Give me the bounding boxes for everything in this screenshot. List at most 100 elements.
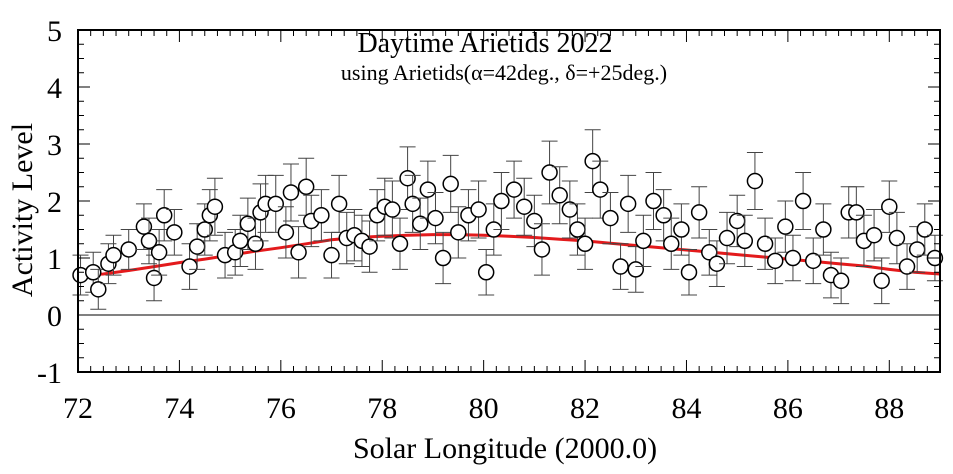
- x-tick-label: 74: [164, 392, 194, 425]
- data-point: [72, 254, 89, 296]
- data-point: [120, 229, 137, 270]
- data-point: [881, 180, 898, 233]
- data-marker: [150, 244, 168, 261]
- x-tick-label: 88: [874, 392, 904, 425]
- data-point: [592, 160, 609, 219]
- data-marker: [635, 232, 652, 250]
- data-point: [718, 211, 736, 265]
- data-point: [673, 203, 690, 256]
- data-point: [898, 243, 916, 290]
- data-marker: [804, 252, 822, 270]
- data-marker: [766, 252, 784, 270]
- data-point: [150, 229, 168, 276]
- data-marker: [450, 224, 467, 241]
- data-point: [419, 160, 437, 219]
- data-marker: [736, 232, 754, 250]
- data-marker: [756, 235, 774, 252]
- x-tick-label: 72: [63, 392, 93, 425]
- data-point: [391, 217, 409, 270]
- plot-area: [72, 129, 944, 316]
- data-marker: [592, 181, 609, 198]
- data-marker: [576, 235, 594, 252]
- data-point: [635, 214, 652, 268]
- x-tick-label: 84: [671, 392, 701, 425]
- data-marker: [493, 192, 510, 210]
- data-point: [505, 160, 523, 219]
- data-marker: [323, 246, 340, 264]
- data-marker: [690, 204, 708, 221]
- data-marker: [645, 192, 662, 210]
- data-point: [434, 231, 452, 285]
- data-marker: [412, 215, 429, 233]
- data-marker: [330, 195, 348, 213]
- data-point: [645, 172, 662, 230]
- data-point: [865, 209, 883, 262]
- data-point: [282, 163, 300, 222]
- chart-subtitle: using Arietids(α=42deg., δ=+25deg.): [341, 60, 667, 85]
- data-marker: [384, 201, 401, 218]
- data-point: [612, 243, 629, 290]
- data-marker: [145, 269, 163, 287]
- data-point: [576, 217, 594, 270]
- data-point: [493, 172, 510, 230]
- data-point: [541, 140, 558, 205]
- data-marker: [619, 195, 637, 213]
- data-marker: [569, 221, 586, 238]
- data-point: [777, 200, 794, 253]
- data-marker: [470, 201, 487, 218]
- data-marker: [746, 172, 764, 190]
- x-tick-label: 80: [469, 392, 499, 425]
- data-marker: [434, 249, 452, 267]
- data-marker: [784, 249, 802, 267]
- y-tick-label: 2: [47, 186, 62, 219]
- data-marker: [865, 226, 883, 244]
- data-point: [442, 154, 459, 213]
- data-marker: [247, 235, 264, 252]
- data-marker: [673, 221, 690, 238]
- data-point: [663, 217, 680, 270]
- x-tick-label: 76: [266, 392, 296, 425]
- x-tick-label: 82: [570, 392, 600, 425]
- data-marker: [848, 204, 865, 221]
- data-marker: [663, 235, 680, 252]
- data-marker: [477, 264, 495, 281]
- data-point: [690, 186, 708, 239]
- data-marker: [391, 235, 409, 252]
- data-point: [84, 251, 102, 293]
- data-point: [361, 220, 378, 273]
- data-marker: [84, 264, 102, 281]
- data-point: [746, 152, 764, 211]
- data-marker: [155, 207, 173, 224]
- data-marker: [196, 221, 214, 238]
- data-point: [766, 237, 784, 285]
- data-point: [145, 254, 163, 302]
- data-point: [384, 180, 401, 239]
- y-tick-label: -1: [37, 357, 62, 390]
- data-point: [155, 189, 173, 242]
- data-marker: [427, 209, 444, 227]
- data-point: [267, 174, 285, 233]
- data-point: [784, 234, 802, 282]
- data-marker: [602, 209, 619, 227]
- data-point: [815, 203, 832, 256]
- data-marker: [399, 169, 416, 187]
- data-point: [602, 191, 619, 245]
- data-point: [323, 231, 340, 279]
- data-marker: [680, 264, 698, 281]
- data-point: [916, 203, 934, 256]
- data-point: [680, 248, 698, 296]
- data-marker: [282, 184, 300, 201]
- data-point: [873, 257, 890, 305]
- y-tick-label: 0: [47, 300, 62, 333]
- data-point: [804, 237, 822, 285]
- data-marker: [777, 218, 794, 235]
- data-point: [701, 229, 718, 276]
- data-point: [822, 251, 840, 299]
- data-marker: [419, 181, 437, 198]
- data-point: [855, 214, 873, 268]
- data-marker: [541, 164, 558, 181]
- data-marker: [442, 175, 459, 193]
- data-point: [619, 174, 637, 233]
- data-point: [627, 246, 645, 293]
